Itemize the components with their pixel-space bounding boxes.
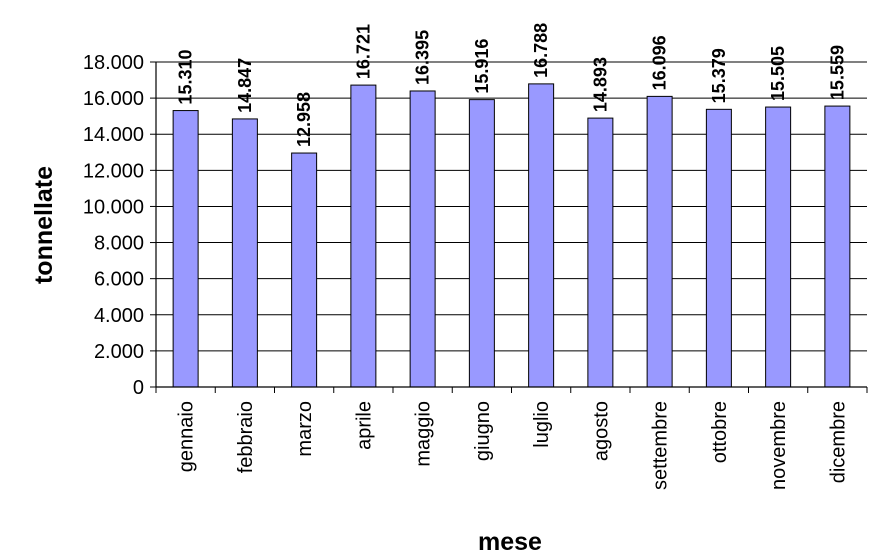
y-tick-label: 6.000 — [94, 269, 144, 291]
bar-febbraio — [231, 118, 258, 388]
y-tick-labels: 0 2.000 4.000 6.000 8.000 10.000 12.000 14.000 1… — [83, 52, 144, 399]
data-label: 14.847 — [235, 58, 255, 113]
data-label: 16.096 — [650, 35, 670, 90]
bar-dicembre — [824, 105, 851, 388]
bar-agosto — [587, 117, 614, 388]
y-tick-label: 10.000 — [83, 196, 144, 218]
bar-novembre — [765, 106, 792, 388]
y-tick-label: 18.000 — [83, 52, 144, 74]
x-tick-label: gennaio — [176, 401, 198, 472]
x-tick-label: marzo — [294, 401, 316, 457]
data-label: 15.916 — [472, 39, 492, 94]
x-tick-label: luglio — [531, 401, 553, 448]
x-tick-label: settembre — [650, 401, 672, 490]
bar-aprile — [350, 84, 377, 388]
x-tick-label: giugno — [472, 401, 494, 461]
y-tick-label: 8.000 — [94, 233, 144, 255]
data-label: 14.893 — [590, 57, 610, 112]
bar-marzo — [291, 152, 318, 388]
y-tick-label: 4.000 — [94, 305, 144, 327]
data-label: 16.395 — [413, 30, 433, 85]
y-tick-label: 14.000 — [83, 124, 144, 146]
y-tick-label: 0 — [133, 377, 144, 399]
data-label: 15.505 — [768, 46, 788, 101]
x-tick-label: maggio — [413, 401, 435, 467]
bar-maggio — [409, 90, 436, 388]
bar-luglio — [528, 83, 555, 388]
x-tick-label: agosto — [590, 401, 612, 461]
axes — [150, 61, 868, 393]
bar-settembre — [646, 95, 673, 388]
bar-giugno — [468, 99, 495, 388]
data-labels: 15.310 14.847 12.958 16.721 16.395 15.916 16.7… — [176, 23, 848, 147]
x-tick-label: ottobre — [709, 401, 731, 463]
data-label: 15.310 — [176, 50, 196, 105]
x-tick-label: dicembre — [827, 401, 849, 483]
x-tick-label: febbraio — [235, 401, 257, 473]
y-tick-label: 12.000 — [83, 160, 144, 182]
data-label: 15.379 — [709, 48, 729, 103]
x-tick-labels: gennaio febbraio marzo aprile maggio giugno lu… — [176, 401, 850, 490]
data-label: 15.559 — [827, 45, 847, 100]
x-tick-label: novembre — [768, 401, 790, 490]
y-axis-title: tonnellate — [30, 166, 58, 284]
y-tick-label: 2.000 — [94, 341, 144, 363]
data-label: 12.958 — [294, 92, 314, 147]
bar-gennaio — [172, 110, 199, 388]
bars — [172, 83, 851, 388]
gridlines — [156, 61, 867, 352]
bar-ottobre — [705, 108, 732, 388]
x-axis-title: mese — [478, 528, 542, 554]
data-label: 16.721 — [353, 24, 373, 79]
x-tick-label: aprile — [353, 401, 375, 450]
data-label: 16.788 — [531, 23, 551, 78]
y-tick-label: 16.000 — [83, 88, 144, 110]
